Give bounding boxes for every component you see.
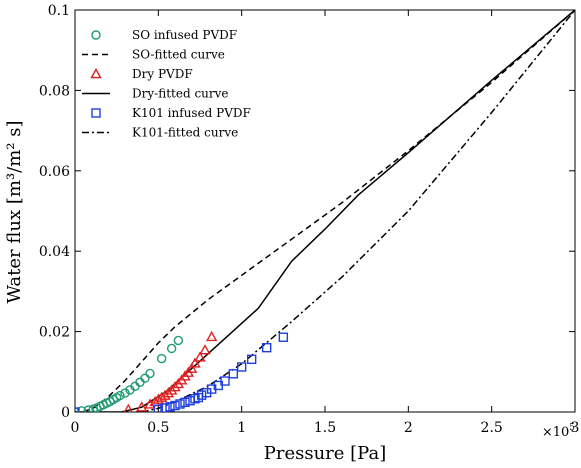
data-point [162, 387, 175, 398]
data-point [156, 353, 167, 364]
y-tick-label: 0.08 [39, 83, 70, 99]
x-tick-label: 1 [237, 420, 246, 436]
data-point [145, 368, 155, 379]
legend-marker [90, 68, 102, 79]
data-point [246, 354, 257, 365]
legend-marker [91, 30, 101, 40]
x-tick-label: 0 [71, 420, 80, 436]
legend-entry: SO-fitted curve [132, 48, 225, 62]
data-point [169, 381, 181, 392]
data-point [180, 397, 190, 408]
data-point [194, 351, 206, 362]
y-axis-label: Water flux [m³/m² s] [4, 121, 25, 304]
x-tick-label: 2 [404, 420, 413, 436]
data-point [228, 369, 239, 379]
x-tick-label: 2.5 [481, 420, 503, 436]
data-point [166, 343, 177, 354]
data-point [170, 400, 180, 411]
data-point [153, 404, 164, 412]
data-point [278, 332, 289, 342]
legend-entry: K101 infused PVDF [132, 106, 251, 120]
data-point [189, 357, 201, 368]
y-tick-label: 0.02 [39, 325, 70, 341]
series-line [141, 10, 575, 412]
y-tick-label: 0.04 [39, 244, 70, 260]
legend: SO infused PVDF SO-fitted curve Dry PVDF Dr… [82, 28, 251, 140]
data-point [185, 362, 198, 373]
data-point [196, 390, 207, 400]
legend-entry: Dry PVDF [132, 67, 193, 81]
x-tick-label: 3 [571, 420, 580, 436]
x-tick-label: 1.5 [314, 420, 336, 436]
data-point [140, 373, 150, 383]
plot-content [75, 10, 575, 412]
data-point [76, 406, 87, 412]
data-point [165, 384, 178, 395]
data-point [144, 398, 156, 409]
legend-marker [91, 108, 101, 118]
axis-ticks [74, 9, 576, 413]
data-point [83, 405, 94, 412]
legend-entry: Dry-fitted curve [132, 87, 229, 101]
data-point [175, 399, 185, 409]
data-point [165, 402, 175, 412]
series-line [83, 10, 575, 412]
y-tick-label: 0.1 [48, 3, 70, 19]
x-axis-label: Pressure [Pa] [264, 443, 387, 464]
y-tick-label: 0 [61, 405, 70, 421]
legend-entry: SO infused PVDF [132, 28, 237, 42]
legend-entry: K101-fitted curve [132, 126, 238, 140]
x-tick-label: 0.5 [147, 420, 169, 436]
data-point [236, 362, 247, 372]
data-point [115, 390, 125, 401]
data-point [173, 335, 184, 346]
data-point [199, 344, 211, 355]
data-point [261, 342, 272, 353]
data-point [160, 403, 170, 412]
data-point [205, 330, 218, 342]
data-point [135, 401, 148, 412]
data-point [220, 376, 230, 386]
y-tick-label: 0.06 [39, 164, 70, 180]
data-point [123, 403, 133, 412]
tick-labels: 0 0.5 1 1.5 2 2.5 3 0 0.02 0.04 0.06 0.08 0.1 [39, 3, 580, 436]
data-point [159, 389, 171, 400]
series-line [75, 10, 575, 412]
x-multiplier-label: ×105 [542, 423, 575, 440]
